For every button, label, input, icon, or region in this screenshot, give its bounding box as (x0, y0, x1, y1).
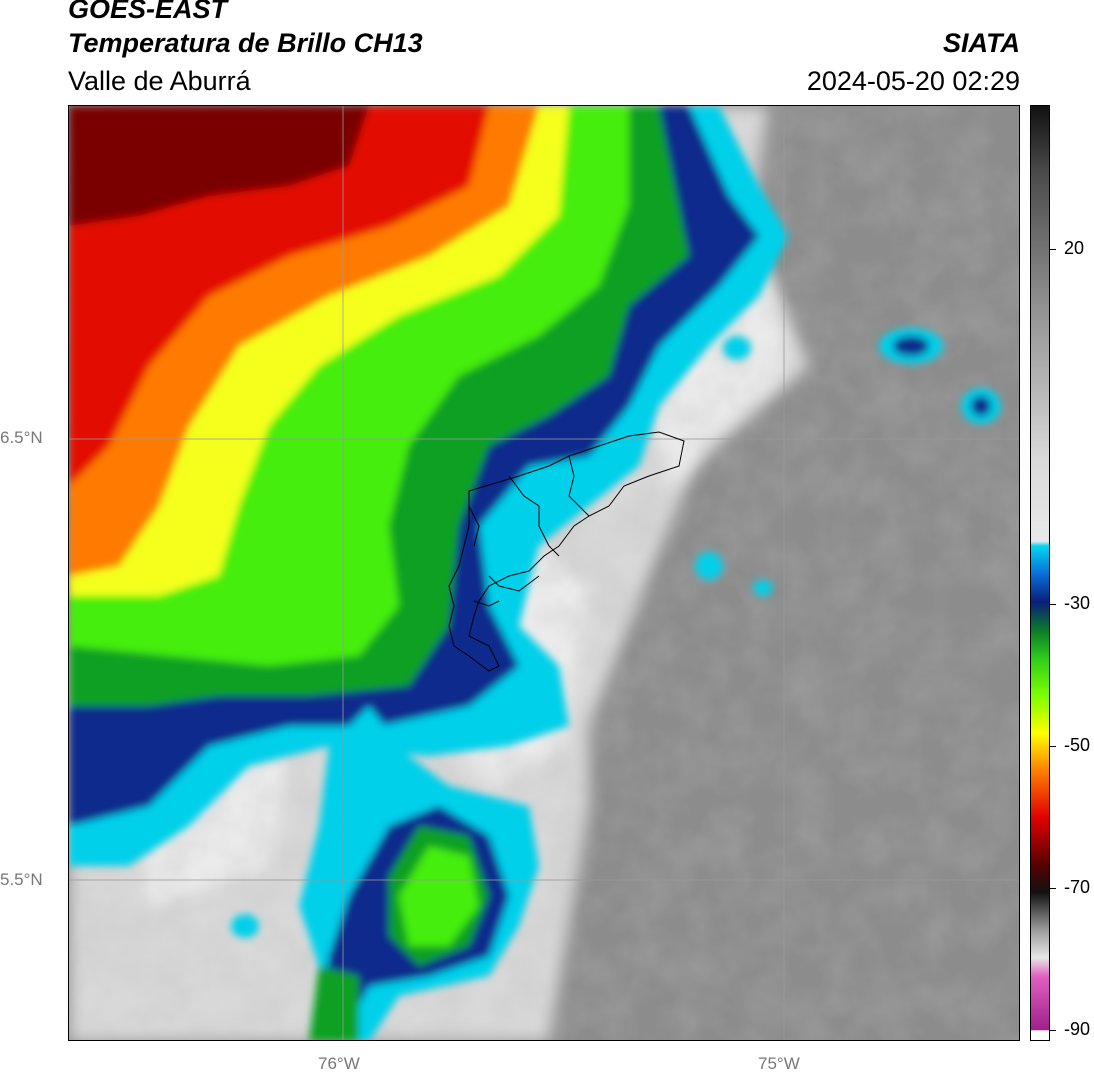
colorbar-tick-20 (1050, 249, 1056, 250)
map-panel[interactable] (68, 105, 1020, 1041)
colorbar-label-minus70: -70 (1064, 877, 1091, 897)
graticule (69, 106, 1019, 1040)
satellite-title: GOES-EAST (68, 0, 228, 24)
municipal-boundaries (448, 431, 685, 672)
datetime-label: 2024-05-20 02:29 (806, 66, 1020, 96)
agency-label: SIATA (943, 28, 1020, 58)
lon-label-75: 75°W (758, 1054, 800, 1073)
lat-label-65: 6.5°N (0, 428, 43, 447)
product-title: Temperatura de Brillo CH13 (68, 28, 423, 58)
cold-cells-east (231, 328, 1001, 938)
colorbar (1030, 105, 1050, 1041)
colorbar-tick-minus50 (1050, 746, 1056, 747)
colorbar-tick-minus70 (1050, 888, 1056, 889)
brightness-temperature-map (69, 106, 1019, 1040)
region-subtitle: Valle de Aburrá (68, 66, 251, 96)
colorbar-label-20: 20 (1064, 238, 1085, 258)
colorbar-label-minus50: -50 (1064, 735, 1091, 755)
colorbar-tick-minus90 (1050, 1030, 1056, 1031)
cold-cloud-region (69, 106, 789, 1040)
southern-cloud-lime (399, 846, 479, 946)
lat-label-55: 5.5°N (0, 870, 43, 889)
colorbar-label-minus90: -90 (1064, 1019, 1091, 1039)
colorbar-label-minus30: -30 (1064, 593, 1091, 613)
colorbar-tick-minus30 (1050, 604, 1056, 605)
lon-label-76: 76°W (318, 1054, 360, 1073)
